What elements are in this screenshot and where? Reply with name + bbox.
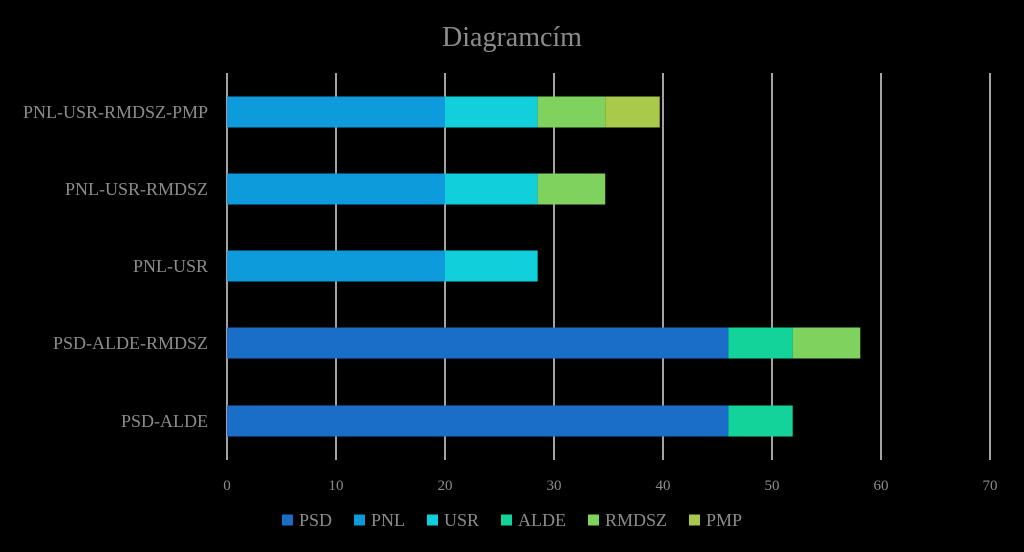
legend-label-psd: PSD <box>299 510 332 530</box>
bar-segment-rmdsz <box>792 327 861 359</box>
bar-segment-usr <box>445 96 538 128</box>
bar-segment-rmdsz <box>537 96 606 128</box>
x-tick-label: 40 <box>656 478 671 494</box>
x-tick-labels: 0 10 20 30 40 50 60 70 <box>223 478 997 494</box>
x-tick-label: 20 <box>438 478 453 494</box>
bar-segment-pnl <box>227 96 445 128</box>
legend: PSD PNL USR ALDE RMDSZ PMP <box>281 510 742 530</box>
legend-swatch-pmp <box>689 514 701 526</box>
legend-swatch-usr <box>426 514 438 526</box>
category-label: PNL-USR-RMDSZ <box>65 179 208 199</box>
bar-segment-rmdsz <box>537 173 606 205</box>
legend-swatch-alde <box>501 514 513 526</box>
category-label: PSD-ALDE-RMDSZ <box>53 333 208 353</box>
bars <box>227 96 861 437</box>
category-label: PSD-ALDE <box>121 411 208 431</box>
bar-segment-pnl <box>227 173 445 205</box>
bar-segment-alde <box>728 405 793 437</box>
category-label: PNL-USR-RMDSZ-PMP <box>23 102 208 122</box>
legend-swatch-pnl <box>353 514 365 526</box>
legend-label-usr: USR <box>444 510 479 530</box>
legend-swatch-rmdsz <box>588 514 600 526</box>
x-tick-label: 70 <box>983 478 998 494</box>
bar-segment-usr <box>445 250 538 282</box>
x-tick-label: 60 <box>874 478 889 494</box>
x-tick-label: 50 <box>765 478 780 494</box>
legend-label-pmp: PMP <box>706 510 742 530</box>
category-labels: PNL-USR-RMDSZ-PMP PNL-USR-RMDSZ PNL-USR PSD… <box>23 102 208 431</box>
bar-segment-pnl <box>227 250 445 282</box>
bar-segment-psd <box>227 327 729 359</box>
x-tick-label: 10 <box>329 478 344 494</box>
category-label: PNL-USR <box>133 256 208 276</box>
bar-segment-psd <box>227 405 729 437</box>
legend-label-rmdsz: RMDSZ <box>605 510 667 530</box>
chart-title: Diagramcím <box>442 22 582 53</box>
bar-segment-usr <box>445 173 538 205</box>
legend-swatch-psd <box>281 514 293 526</box>
x-tick-label: 30 <box>547 478 562 494</box>
bar-segment-alde <box>728 327 793 359</box>
x-tick-label: 0 <box>223 478 231 494</box>
bar-segment-pmp <box>605 96 660 128</box>
legend-label-pnl: PNL <box>371 510 405 530</box>
legend-label-alde: ALDE <box>518 510 566 530</box>
